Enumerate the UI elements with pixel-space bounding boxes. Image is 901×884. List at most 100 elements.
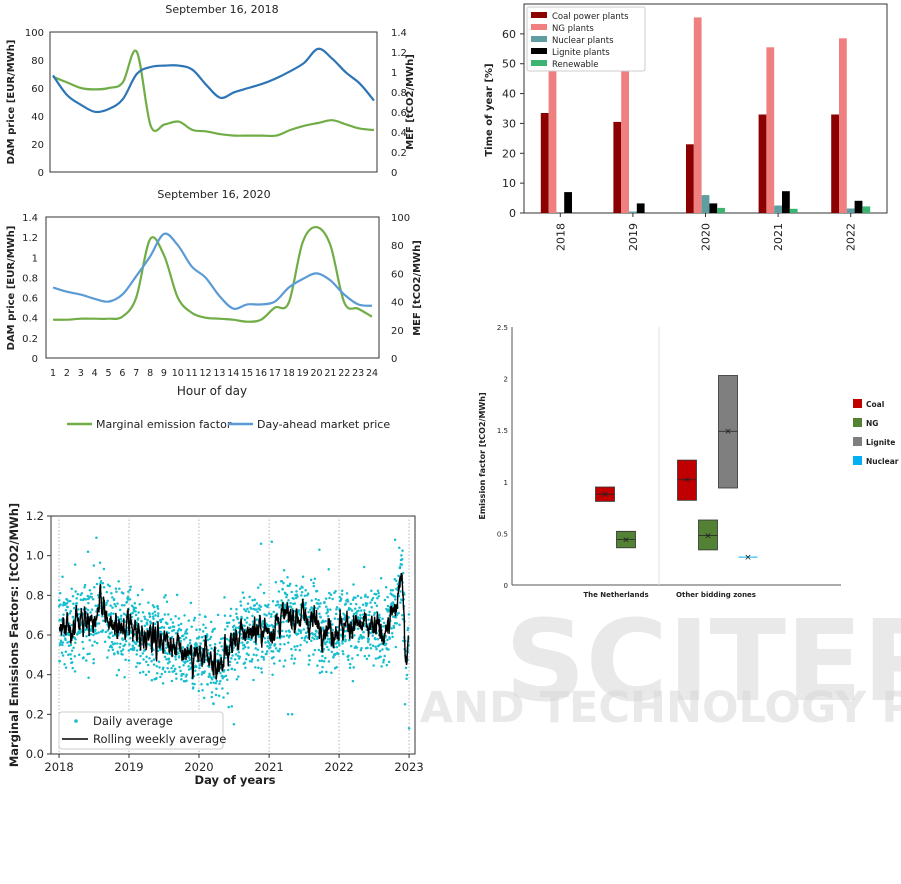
daily-point [359,613,362,617]
x-tick-label: 15 [241,368,253,379]
daily-point [92,661,95,665]
bar-coal-power-plants-2021 [758,114,767,213]
daily-point [220,645,223,648]
price-line [52,47,375,114]
daily-point [326,614,330,618]
daily-point [237,631,240,634]
daily-point [198,666,201,670]
daily-point [260,671,264,674]
daily-point [200,673,204,676]
daily-point [108,632,112,635]
daily-point [290,654,294,657]
chart-title: September 16, 2018 [165,3,278,16]
daily-point [70,649,74,652]
daily-point [322,620,325,624]
daily-point [348,666,352,670]
daily-point [378,643,381,647]
daily-point [314,633,317,636]
daily-point [338,595,341,599]
daily-point [267,603,270,606]
daily-point [310,599,313,602]
daily-point [360,609,363,612]
bar-ng-plants-2020 [693,17,702,214]
daily-point [365,657,369,661]
daily-point [120,604,124,607]
daily-point [250,638,253,641]
daily-point [376,597,379,600]
daily-point [131,644,135,647]
daily-point [305,634,308,638]
daily-point [394,615,398,619]
daily-point [386,638,389,642]
daily-point [116,602,119,605]
daily-point [247,610,251,613]
daily-point [223,614,227,617]
daily-point [187,619,191,622]
daily-point [145,622,149,626]
x-tick-label: 17 [269,368,281,379]
daily-point [238,655,242,658]
daily-point [370,589,373,593]
daily-point [355,646,359,649]
daily-point [296,644,299,648]
daily-point [311,633,315,636]
daily-point [247,653,250,657]
daily-point [326,608,329,611]
daily-point [110,631,113,634]
price-line [52,232,373,310]
daily-point [151,604,155,607]
daily-point [155,665,159,668]
daily-point [79,598,83,602]
daily-point [223,596,226,599]
daily-point [292,662,296,665]
daily-point [90,608,94,611]
daily-point [305,640,309,644]
x-tick-label: 2023 [394,760,423,774]
daily-point [113,642,117,645]
daily-point [339,597,343,601]
daily-point [165,658,168,661]
category-label-other-zones: Other bidding zones [676,591,756,599]
daily-point [158,648,162,652]
legend-swatch-ng [853,418,862,427]
daily-point [220,674,224,678]
daily-point [226,692,229,695]
daily-point [69,657,73,661]
daily-point [271,650,275,653]
x-tick-label: 2021 [772,223,785,251]
daily-point [290,647,293,651]
chart-mef-2018: September 16, 2018 DAM price [EUR/MWh] M… [6,3,416,179]
daily-point [301,575,305,578]
daily-point [387,648,390,651]
y-tick-label: 20 [31,140,44,151]
daily-point [255,602,259,605]
daily-point [143,615,146,618]
y2-tick-label: 60 [391,269,404,280]
daily-point [182,672,185,676]
legend-label-coal: Coal [866,400,884,409]
daily-point [382,658,386,662]
daily-point [63,633,66,636]
daily-point [344,602,348,605]
daily-point [193,682,196,686]
daily-point [276,603,280,606]
daily-point [281,588,284,591]
bar-nuclear-plants-2019 [629,211,637,213]
legend-label-mef: Marginal emission factor [96,418,232,431]
daily-point [387,660,391,664]
daily-point [148,657,151,660]
daily-point [326,610,330,613]
daily-point [123,676,126,679]
daily-point [116,651,120,655]
daily-point [95,582,99,586]
daily-point [366,646,369,650]
daily-point [378,613,381,617]
daily-point [140,619,143,623]
daily-point [287,598,290,602]
daily-point-outlier [95,536,98,540]
daily-point [289,605,293,609]
daily-point [185,673,188,676]
daily-point [293,657,297,661]
daily-point [323,600,326,604]
